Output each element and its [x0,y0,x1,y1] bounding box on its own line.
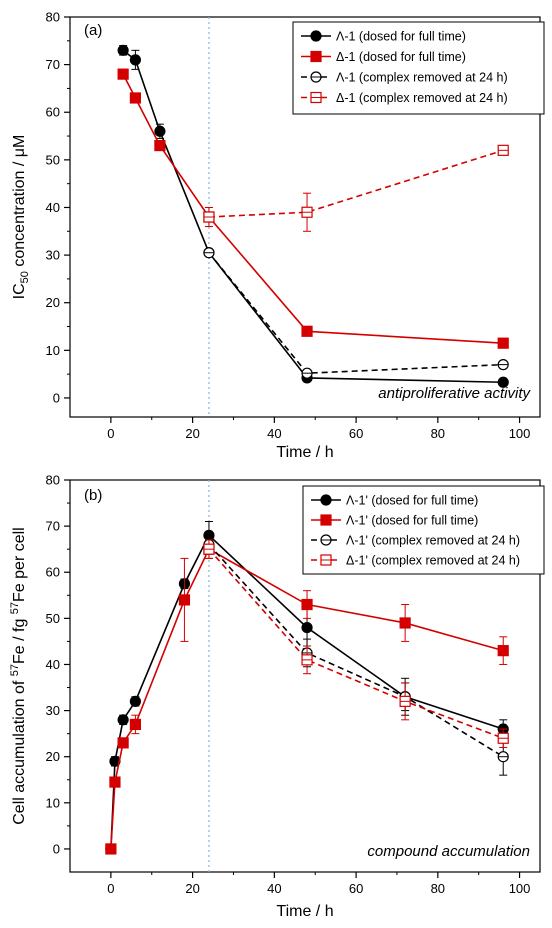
data-point [129,718,141,731]
data-point [117,714,129,726]
x-tick-label: 80 [431,426,445,441]
y-tick-label: 60 [46,105,60,120]
data-point [497,337,509,349]
y-tick-label: 40 [46,200,60,215]
series-line [122,73,504,344]
x-axis-title: Time / h [276,444,333,461]
y-tick-label: 50 [46,152,60,167]
series-line [208,544,504,758]
x-tick-label: 0 [107,881,114,896]
y-tick-label: 60 [46,565,60,580]
series-2 [105,539,509,855]
data-point [178,594,191,606]
data-point [154,125,166,137]
series-3 [203,247,509,379]
y-tick-label: 80 [46,10,60,25]
data-point [129,54,141,66]
plot-frame [69,16,541,418]
data-point [129,695,141,707]
legend-label: Δ-1 (dosed for full time) [336,50,466,64]
y-axis-title: Cell accumulation of 57Fe / fg 57Fe per … [9,527,28,825]
data-point [129,92,141,104]
data-point [301,325,313,337]
x-tick-label: 40 [267,426,281,441]
legend-box [292,21,545,115]
series-line [110,534,504,849]
y-axis-title: IC50 concentration / μM [11,135,31,300]
x-tick-label: 80 [431,881,445,896]
y-tick-label: 20 [46,749,60,764]
y-tick-label: 10 [46,795,60,810]
legend-swatch-marker [320,514,332,526]
y-axis-title-part: IC [11,283,28,299]
legend-swatch-marker [310,30,322,42]
y-tick-label: 10 [46,343,60,358]
y-tick-label: 50 [46,611,60,626]
y-tick-label: 70 [46,57,60,72]
series-line [208,548,504,740]
y-tick-label: 30 [46,703,60,718]
panel-label: (a) [84,22,102,39]
chart-panel-b: 0 20 40 60 80 100 0 10 20 30 40 50 60 70 80 Time / h Cel… [9,473,545,920]
legend-swatch-marker [310,50,322,63]
legend-label: Λ-1 (complex removed at 24 h) [336,71,508,85]
y-tick-label: 0 [53,841,60,856]
x-tick-label: 60 [349,426,363,441]
legend-label: Λ-1' (complex removed at 24 h) [346,534,520,548]
plot-frame [69,479,541,873]
data-point [109,776,121,788]
panel-annotation: compound accumulation [367,843,530,860]
panel-annotation: antiproliferative activity [378,385,531,402]
data-point [117,44,129,56]
legend-label: Δ-1 (complex removed at 24 h) [336,91,508,105]
y-tick-label: 30 [46,248,60,263]
y-tick-label: 20 [46,295,60,310]
data-point [117,737,129,749]
y-axis-title-part: 57 [9,664,21,676]
data-point [301,621,313,634]
series-4 [203,539,509,748]
x-axis-title: Time / h [276,903,333,920]
x-tick-label: 20 [185,426,199,441]
legend-swatch-marker [320,494,332,506]
data-point [497,645,509,657]
panel-label: (b) [84,487,102,504]
series-line [208,252,504,375]
y-tick-label: 80 [46,473,60,488]
legend: Λ-1 (dosed for full time) Δ-1 (dosed for … [292,21,545,115]
legend-label: Λ-1' (dosed for full time) [346,514,478,528]
y-axis-title-part: Fe per cell [11,527,28,602]
y-tick-label: 70 [46,519,60,534]
data-point [497,376,509,388]
legend-label: Δ-1' (complex removed at 24 h) [346,554,520,568]
y-axis-title-part: concentration / μM [11,135,28,271]
data-point [105,843,117,855]
legend-label: Λ-1' (dosed for full time) [346,494,478,508]
x-tick-label: 20 [185,881,199,896]
legend-label: Λ-1 (dosed for full time) [336,30,466,44]
x-tick-label: 0 [107,426,114,441]
y-axis-title-part: 57 [9,602,21,614]
data-point [154,139,166,152]
x-tick-label: 100 [509,881,531,896]
series-line [208,149,504,218]
series-4 [203,144,509,232]
data-point [117,68,129,80]
y-tick-label: 0 [53,390,60,405]
x-tick-label: 100 [509,426,531,441]
y-axis-title-part: 50 [19,271,31,283]
y-tick-label: 40 [46,657,60,672]
legend-box [302,485,545,575]
y-axis-title-part: Fe / fg [11,614,28,664]
x-tick-label: 40 [267,881,281,896]
legend: Λ-1' (dosed for full time) Λ-1' (dosed fo… [302,485,545,575]
data-point [301,598,313,611]
x-tick-label: 60 [349,881,363,896]
data-point [399,617,411,629]
y-axis-title-part: Cell accumulation of [11,676,28,825]
